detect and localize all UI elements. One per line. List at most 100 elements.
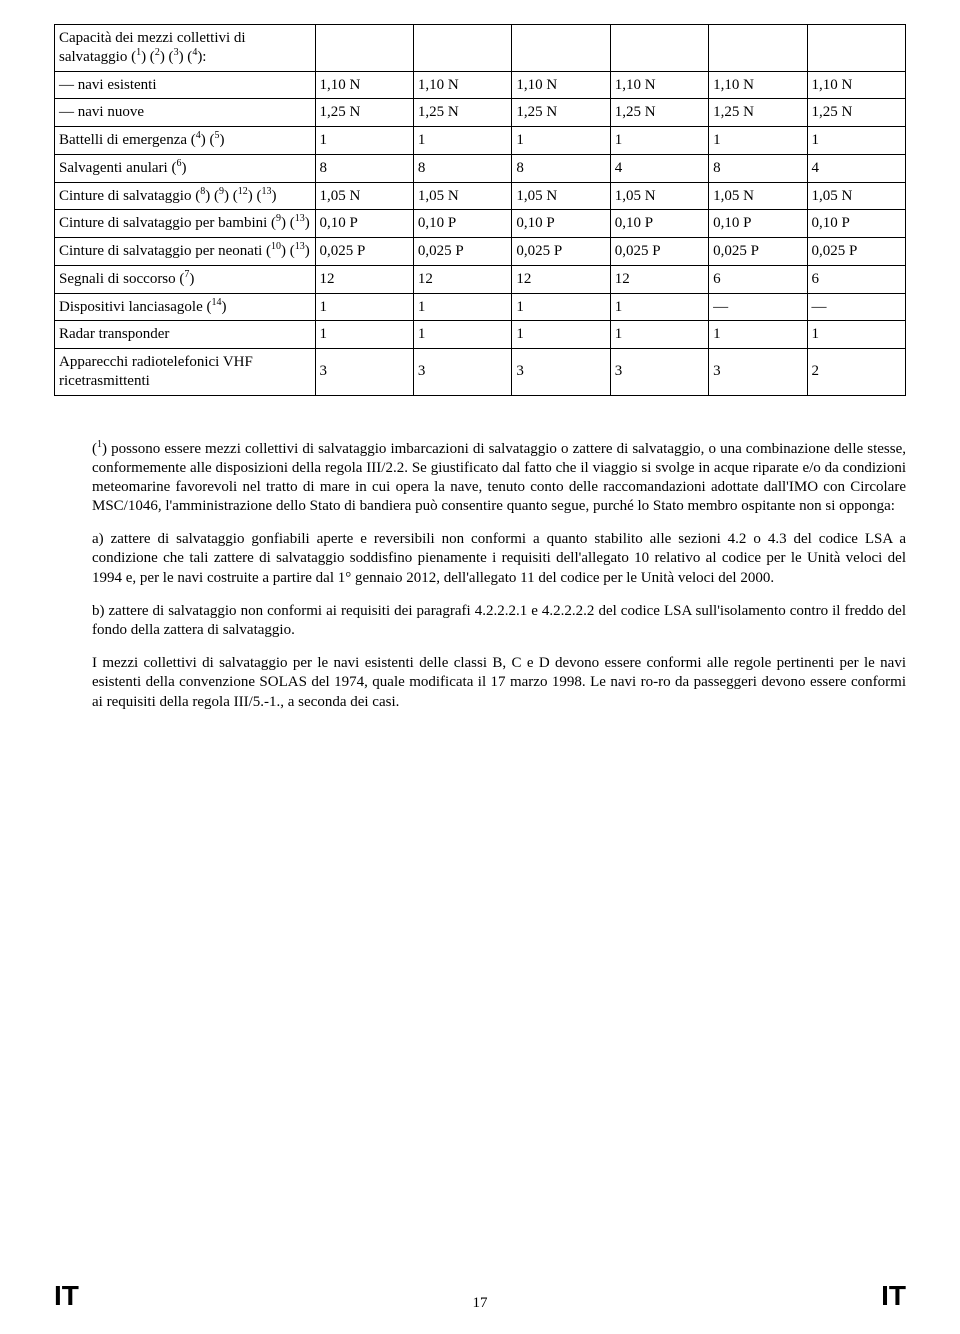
table-row: Dispositivi lanciasagole (14)1111—— bbox=[55, 293, 906, 321]
cell: 3 bbox=[413, 349, 511, 396]
table-row: — navi nuove1,25 N1,25 N1,25 N1,25 N1,25… bbox=[55, 99, 906, 127]
cell: 3 bbox=[315, 349, 413, 396]
row-label: — navi nuove bbox=[55, 99, 316, 127]
cell: 1,10 N bbox=[807, 71, 905, 99]
cell: 1,10 N bbox=[315, 71, 413, 99]
cell: 1 bbox=[610, 321, 708, 349]
cell: 0,10 P bbox=[413, 210, 511, 238]
requirements-table: Capacità dei mezzi collettivi di salvata… bbox=[54, 24, 906, 396]
row-label: Segnali di soccorso (7) bbox=[55, 265, 316, 293]
table-row: Capacità dei mezzi collettivi di salvata… bbox=[55, 25, 906, 72]
cell: 8 bbox=[315, 154, 413, 182]
row-label: Dispositivi lanciasagole (14) bbox=[55, 293, 316, 321]
cell: 1 bbox=[413, 127, 511, 155]
sup-9: 9 bbox=[219, 186, 224, 197]
row-label: Cinture di salvataggio per neonati (10) … bbox=[55, 238, 316, 266]
cell: 0,025 P bbox=[315, 238, 413, 266]
page: Capacità dei mezzi collettivi di salvata… bbox=[0, 0, 960, 1334]
row-label: Battelli di emergenza (4) (5) bbox=[55, 127, 316, 155]
cell: 1 bbox=[315, 321, 413, 349]
row-label: Radar transponder bbox=[55, 321, 316, 349]
sup-3: 3 bbox=[174, 47, 179, 58]
cell: 1 bbox=[807, 321, 905, 349]
cell: 1,25 N bbox=[413, 99, 511, 127]
sup-7: 7 bbox=[184, 269, 189, 280]
sup-13: 13 bbox=[261, 186, 271, 197]
sup-1: 1 bbox=[97, 439, 102, 450]
cell: 0,10 P bbox=[315, 210, 413, 238]
cell: 1,10 N bbox=[610, 71, 708, 99]
sup-9: 9 bbox=[276, 213, 281, 224]
note-1: (1) possono essere mezzi collettivi di s… bbox=[92, 440, 906, 517]
sup-8: 8 bbox=[200, 186, 205, 197]
cell: 0,025 P bbox=[709, 238, 807, 266]
sup-12: 12 bbox=[238, 186, 248, 197]
cell: 1 bbox=[512, 321, 610, 349]
sup-1: 1 bbox=[136, 47, 141, 58]
cell: 6 bbox=[709, 265, 807, 293]
cell: 1,05 N bbox=[413, 182, 511, 210]
footer-left: IT bbox=[54, 1280, 79, 1312]
cell: 1 bbox=[315, 127, 413, 155]
cell: 1 bbox=[709, 127, 807, 155]
sup-10: 10 bbox=[271, 241, 281, 252]
sup-4: 4 bbox=[192, 47, 197, 58]
cell: 1,10 N bbox=[512, 71, 610, 99]
cell: 1 bbox=[512, 293, 610, 321]
cell: 1,05 N bbox=[807, 182, 905, 210]
cell: 4 bbox=[807, 154, 905, 182]
cell: 12 bbox=[413, 265, 511, 293]
cell bbox=[610, 25, 708, 72]
cell: 6 bbox=[807, 265, 905, 293]
cell: — bbox=[807, 293, 905, 321]
cell: 0,10 P bbox=[709, 210, 807, 238]
page-footer: IT 17 IT bbox=[0, 1280, 960, 1312]
cell: 0,025 P bbox=[610, 238, 708, 266]
cell: 1,10 N bbox=[413, 71, 511, 99]
cell: 0,10 P bbox=[512, 210, 610, 238]
cell: 12 bbox=[315, 265, 413, 293]
cell bbox=[413, 25, 511, 72]
table-row: — navi esistenti1,10 N1,10 N1,10 N1,10 N… bbox=[55, 71, 906, 99]
sup-14: 14 bbox=[211, 297, 221, 308]
note-1-text: possono essere mezzi collettivi di salva… bbox=[92, 441, 906, 515]
cell: 1,10 N bbox=[709, 71, 807, 99]
note-b: b) zattere di salvataggio non conformi a… bbox=[92, 602, 906, 640]
cell bbox=[512, 25, 610, 72]
cell: 8 bbox=[512, 154, 610, 182]
sup-2: 2 bbox=[155, 47, 160, 58]
sup-13: 13 bbox=[295, 213, 305, 224]
cell: 1 bbox=[413, 321, 511, 349]
cell: 0,10 P bbox=[610, 210, 708, 238]
table-row: Cinture di salvataggio (8) (9) (12) (13)… bbox=[55, 182, 906, 210]
table-row: Salvagenti anulari (6)888484 bbox=[55, 154, 906, 182]
cell: 1 bbox=[413, 293, 511, 321]
cell: 1,25 N bbox=[512, 99, 610, 127]
cell: 1,25 N bbox=[315, 99, 413, 127]
table-row: Segnali di soccorso (7)1212121266 bbox=[55, 265, 906, 293]
cell: 2 bbox=[807, 349, 905, 396]
cell: 1,05 N bbox=[512, 182, 610, 210]
cell: 0,10 P bbox=[807, 210, 905, 238]
cell: 0,025 P bbox=[807, 238, 905, 266]
note-a: a) zattere di salvataggio gonfiabili ape… bbox=[92, 530, 906, 588]
cell: 8 bbox=[709, 154, 807, 182]
cell: 1,05 N bbox=[709, 182, 807, 210]
cell: 8 bbox=[413, 154, 511, 182]
table-row: Cinture di salvataggio per neonati (10) … bbox=[55, 238, 906, 266]
notes-block: (1) possono essere mezzi collettivi di s… bbox=[54, 440, 906, 712]
cell: 12 bbox=[610, 265, 708, 293]
page-number: 17 bbox=[473, 1295, 488, 1312]
cell: 1,05 N bbox=[315, 182, 413, 210]
cell: 1 bbox=[315, 293, 413, 321]
table-row: Cinture di salvataggio per bambini (9) (… bbox=[55, 210, 906, 238]
cell: 1,25 N bbox=[709, 99, 807, 127]
cell bbox=[807, 25, 905, 72]
cell bbox=[315, 25, 413, 72]
row-label: Salvagenti anulari (6) bbox=[55, 154, 316, 182]
cell bbox=[709, 25, 807, 72]
footer-right: IT bbox=[881, 1280, 906, 1312]
row-label: Apparecchi radiotelefonici VHF ricetrasm… bbox=[55, 349, 316, 396]
cell: 0,025 P bbox=[512, 238, 610, 266]
sup-13: 13 bbox=[295, 241, 305, 252]
